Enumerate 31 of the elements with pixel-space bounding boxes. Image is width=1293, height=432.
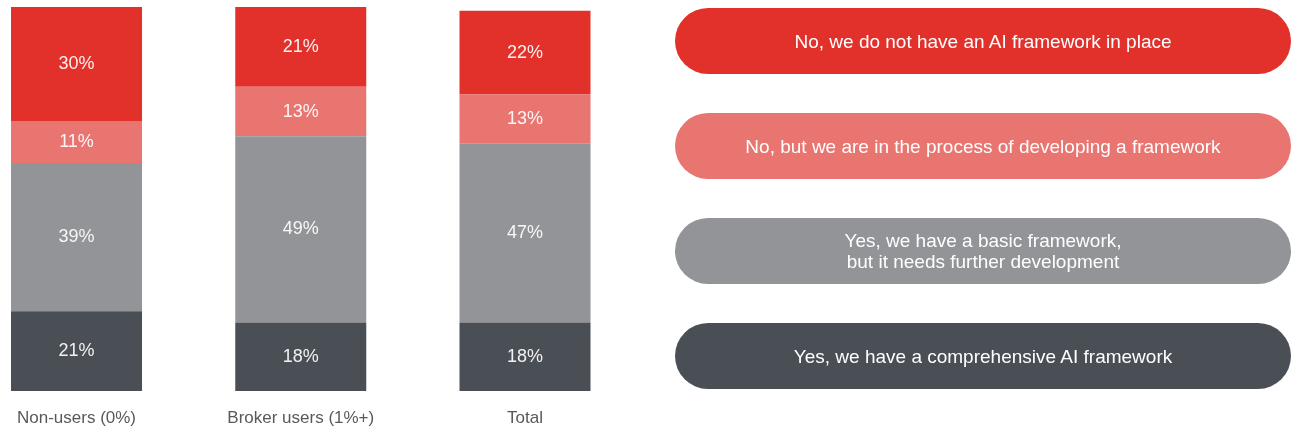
text: No, but we are in the process of developing a framework — [744, 135, 1222, 157]
data-label: 13% — [506, 108, 544, 129]
data-label: 39% — [58, 225, 95, 246]
text: No, we do not have an AI framework in place — [793, 30, 1173, 52]
bar — [235, 86, 367, 137]
bar — [235, 7, 367, 87]
x-tick-label: Total — [507, 407, 543, 427]
data-label: 13% — [282, 100, 319, 121]
bar — [459, 10, 591, 95]
data-label: 21% — [58, 340, 95, 361]
data-label: 49% — [282, 218, 319, 239]
data-label: 47% — [506, 222, 544, 243]
text: Yes, we have a basic framework, but it needs further development — [843, 230, 1123, 272]
bar — [11, 162, 143, 312]
bar — [235, 136, 367, 323]
bar — [235, 322, 367, 391]
bar — [459, 94, 591, 144]
data-label: 22% — [506, 41, 544, 62]
x-tick-label: Non-users (0%) — [16, 407, 137, 427]
bar — [459, 322, 591, 391]
bar — [11, 121, 143, 163]
x-tick-label: Broker users (1%+) — [227, 407, 375, 427]
bar — [459, 143, 591, 323]
data-label: 18% — [282, 345, 319, 366]
bar — [11, 7, 143, 122]
bar — [11, 311, 143, 391]
data-label: 11% — [59, 130, 94, 151]
data-label: 30% — [58, 53, 95, 73]
data-label: 18% — [506, 345, 544, 366]
data-label: 21% — [282, 35, 319, 56]
text: Yes, we have a comprehensive AI framework — [792, 345, 1174, 367]
